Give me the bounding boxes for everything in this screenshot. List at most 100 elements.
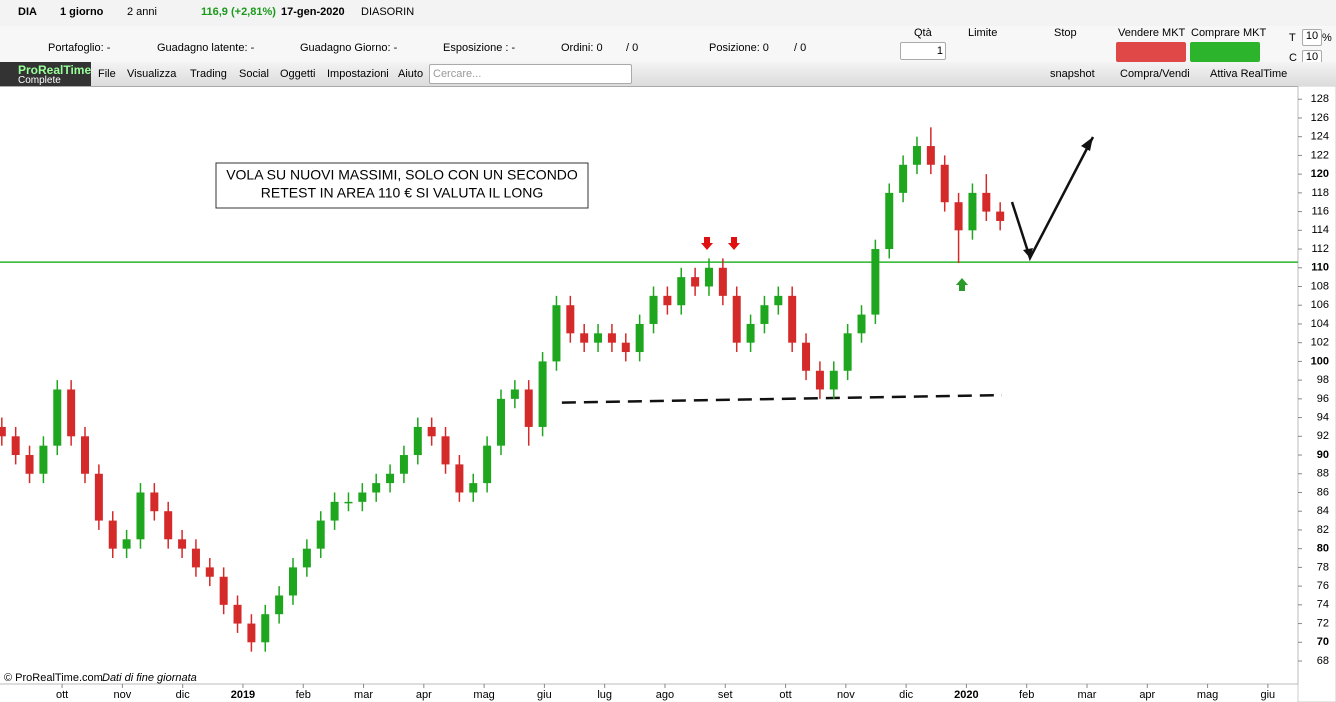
x-tick-label: mar xyxy=(1078,689,1097,701)
t-input[interactable]: 10 xyxy=(1302,29,1322,46)
candle-body xyxy=(968,192,977,231)
candle-body xyxy=(399,455,408,474)
candle-body xyxy=(940,164,949,203)
menu-item[interactable]: Impostazioni xyxy=(327,68,389,80)
y-tick-label: 112 xyxy=(1311,243,1329,255)
menu-item[interactable]: Social xyxy=(239,68,269,80)
candle-body xyxy=(510,389,519,399)
candle-body xyxy=(843,333,852,371)
price: 116,9 (+2,81%) xyxy=(201,6,276,18)
candle-body xyxy=(39,445,48,474)
menu-item[interactable]: Trading xyxy=(190,68,227,80)
x-tick-label: apr xyxy=(416,689,432,701)
menu-item[interactable]: File xyxy=(98,68,116,80)
candle-body xyxy=(67,389,76,437)
y-tick-label: 104 xyxy=(1311,318,1329,330)
candle-body xyxy=(566,305,575,334)
x-tick-label: lug xyxy=(597,689,612,701)
range[interactable]: 2 anni xyxy=(127,6,157,18)
candle-body xyxy=(205,567,214,577)
x-tick-label: nov xyxy=(837,689,855,701)
date: 17-gen-2020 xyxy=(281,6,345,18)
candle-body xyxy=(815,370,824,390)
candle-body xyxy=(316,520,325,549)
x-tick-label: ott xyxy=(779,689,791,701)
y-tick-label: 110 xyxy=(1311,262,1329,274)
realtime[interactable]: Attiva RealTime xyxy=(1210,68,1288,80)
x-tick-label: dic xyxy=(176,689,191,701)
search[interactable]: Cercare... xyxy=(429,64,632,84)
candle-body xyxy=(774,295,783,306)
trendline xyxy=(561,393,1003,404)
logo-sub: Complete xyxy=(18,75,61,86)
footer-note: Dati di fine giornata xyxy=(102,672,197,684)
y-tick-label: 90 xyxy=(1317,449,1329,461)
y-tick-label: 128 xyxy=(1311,93,1329,105)
y-tick-label: 74 xyxy=(1317,599,1329,611)
limit-label: Limite xyxy=(968,27,998,39)
c-label: C xyxy=(1289,52,1297,64)
red-arrow xyxy=(701,237,713,250)
menu-item[interactable]: Aiuto xyxy=(398,68,424,80)
buy-label: Comprare MKT xyxy=(1191,27,1267,39)
c-input[interactable]: 10 xyxy=(1302,50,1322,64)
trade-toggle[interactable]: Compra/Vendi xyxy=(1120,68,1190,80)
x-tick-label: 2020 xyxy=(954,689,978,701)
candle-body xyxy=(621,342,630,353)
candle-body xyxy=(358,492,367,502)
candle-body xyxy=(954,202,963,231)
candle-body xyxy=(912,146,921,165)
candle-body xyxy=(164,511,173,540)
candle-body xyxy=(788,295,797,343)
y-tick-label: 124 xyxy=(1311,131,1329,143)
sell-button[interactable] xyxy=(1116,42,1186,62)
y-tick-label: 126 xyxy=(1311,112,1329,124)
buy-button[interactable] xyxy=(1190,42,1260,62)
y-tick-label: 78 xyxy=(1317,561,1329,573)
latent-gain: Guadagno latente: - xyxy=(157,42,255,54)
y-tick-label: 100 xyxy=(1311,355,1329,367)
menu-item[interactable]: Oggetti xyxy=(280,68,316,80)
exposure: Esposizione : - xyxy=(443,42,516,54)
copyright: © ProRealTime.com xyxy=(4,672,103,684)
x-tick-label: ott xyxy=(56,689,68,701)
candle-body xyxy=(760,305,769,324)
y-tick-label: 122 xyxy=(1311,149,1329,161)
y-tick-label: 108 xyxy=(1311,280,1329,292)
qty-input[interactable]: 1 xyxy=(900,42,946,60)
candle-body xyxy=(136,492,145,540)
period[interactable]: 1 giorno xyxy=(60,6,104,18)
day-gain: Guadagno Giorno: - xyxy=(300,42,398,54)
candle-body xyxy=(108,520,117,549)
annotation-line: VOLA SU NUOVI MASSIMI, SOLO CON UN SECON… xyxy=(226,167,578,183)
symbol[interactable]: DIA xyxy=(18,6,37,18)
snapshot[interactable]: snapshot xyxy=(1050,68,1095,80)
candle-body xyxy=(302,548,311,568)
candle-body xyxy=(704,267,713,287)
candle-body xyxy=(94,473,103,521)
y-tick-label: 102 xyxy=(1311,337,1329,349)
y-tick-label: 72 xyxy=(1317,617,1329,629)
menu-item[interactable]: Visualizza xyxy=(127,68,177,80)
stop-label: Stop xyxy=(1054,27,1077,39)
candle-body xyxy=(996,211,1005,221)
candle-body xyxy=(330,501,339,521)
annotation-line: RETEST IN AREA 110 € SI VALUTA IL LONG xyxy=(261,185,543,201)
y-tick-label: 120 xyxy=(1311,168,1329,180)
candle-body xyxy=(746,323,755,343)
candle-body xyxy=(483,445,492,484)
y-tick-label: 94 xyxy=(1317,411,1329,423)
candle-body xyxy=(25,455,34,474)
candle-body xyxy=(926,146,935,165)
candle-body xyxy=(122,539,131,549)
y-tick-label: 88 xyxy=(1317,468,1329,480)
x-tick-label: feb xyxy=(1019,689,1034,701)
x-tick-label: mar xyxy=(354,689,373,701)
candle-body xyxy=(594,333,603,343)
candle-body xyxy=(469,483,478,493)
orders: Ordini: 0 xyxy=(561,42,603,54)
x-tick-label: nov xyxy=(114,689,132,701)
candle-body xyxy=(871,249,880,315)
candle-body xyxy=(580,333,589,343)
